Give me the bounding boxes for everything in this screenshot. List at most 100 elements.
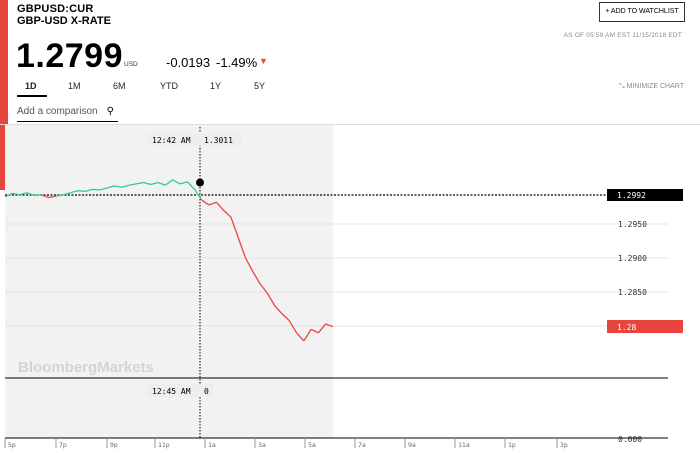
series-segment-up xyxy=(179,181,188,185)
series-segment-up xyxy=(19,192,28,196)
series-segment-down xyxy=(237,237,247,259)
search-icon: ⚲ xyxy=(106,106,114,117)
crosshair-value: 1.3011 xyxy=(204,136,233,145)
series-segment-up xyxy=(26,192,35,197)
crosshair-bottom-value: 0 xyxy=(204,387,209,396)
series-segment-up xyxy=(63,192,71,196)
crosshair-top-label-box xyxy=(147,133,242,146)
price-change: -0.0193 xyxy=(166,55,211,70)
x-tick-label: 1p xyxy=(508,441,516,449)
series-segment-down xyxy=(310,328,319,334)
accent-bar xyxy=(0,0,8,190)
series-segment-up xyxy=(99,187,108,191)
y-tick-label: 1.2950 xyxy=(618,220,647,229)
x-tick-label: 5a xyxy=(308,441,316,449)
series-segment-up xyxy=(136,181,144,185)
minimize-chart-button[interactable]: ⤡ MINIMIZE CHART xyxy=(619,83,684,91)
as-of-timestamp: AS OF 05:59 AM EST 11/15/2018 EDT xyxy=(563,32,682,39)
x-tick-label: 3a xyxy=(258,441,266,449)
series-segment-down xyxy=(303,329,312,342)
crosshair-time: 12:42 AM xyxy=(152,136,191,145)
series-segment-up xyxy=(114,185,122,188)
tab-5y[interactable]: 5Y xyxy=(254,81,266,91)
series-segment-down xyxy=(325,323,334,328)
series-segment-up xyxy=(164,179,174,186)
price-currency: USD xyxy=(124,61,138,68)
tab-6m[interactable]: 6M xyxy=(113,81,126,91)
series-segment-up xyxy=(128,183,137,186)
x-tick-label: 5p xyxy=(8,441,16,449)
series-segment-up xyxy=(12,192,20,196)
series-segment-down xyxy=(244,257,254,272)
x-tick-label: 11p xyxy=(158,441,170,449)
series-segment-up xyxy=(157,181,166,186)
price-series xyxy=(4,178,334,342)
x-tick-label: 9a xyxy=(408,441,416,449)
series-segment-up xyxy=(85,188,93,192)
chart-top-divider xyxy=(0,124,700,125)
x-tick-label: 7p xyxy=(59,441,67,449)
series-segment-down xyxy=(266,293,276,306)
series-segment-down xyxy=(296,332,305,342)
comparison-search-input[interactable]: Add a comparison ⚲ xyxy=(17,103,118,122)
series-segment-up xyxy=(92,188,100,191)
series-segment-down xyxy=(274,305,283,315)
tab-1d[interactable]: 1D xyxy=(25,81,37,91)
last-price-badge xyxy=(607,320,683,333)
minimize-chart-label: MINIMIZE CHART xyxy=(626,83,684,90)
tab-1m[interactable]: 1M xyxy=(68,81,81,91)
previous-close-label: 1.2992 xyxy=(617,191,646,200)
series-segment-up xyxy=(150,181,159,186)
comparison-placeholder: Add a comparison xyxy=(17,106,98,117)
series-segment-up xyxy=(143,181,151,186)
x-tick-label: 1a xyxy=(208,441,216,449)
bloomberg-watermark: BloombergMarkets xyxy=(18,359,154,376)
series-segment-down xyxy=(281,313,290,322)
previous-close-badge xyxy=(607,189,683,201)
collapse-icon: ⤡ xyxy=(619,83,625,90)
series-segment-down xyxy=(259,283,268,294)
series-segment-up xyxy=(34,194,42,197)
crosshair-bottom-time: 12:45 AM xyxy=(152,387,191,396)
y-tick-label: 1.2900 xyxy=(618,254,647,263)
series-segment-down xyxy=(317,323,327,334)
series-segment-down xyxy=(252,271,261,285)
series-segment-down xyxy=(288,320,298,334)
ticker-description: GBP-USD X-RATE xyxy=(17,15,111,27)
x-tick-label: 7a xyxy=(358,441,366,449)
triangle-down-icon: ▼ xyxy=(259,56,268,66)
series-segment-down xyxy=(41,194,49,199)
tab-1y[interactable]: 1Y xyxy=(210,81,222,91)
last-price-label: 1.28 xyxy=(617,323,636,332)
y-tick-label: 1.2850 xyxy=(618,288,647,297)
price-change-percent: -1.49% xyxy=(216,55,258,70)
add-to-watchlist-button[interactable]: + ADD TO WATCHLIST xyxy=(599,2,685,22)
series-segment-up xyxy=(70,190,79,194)
crosshair-marker xyxy=(196,178,204,187)
last-price: 1.2799 xyxy=(16,37,123,75)
series-segment-down xyxy=(230,216,239,238)
series-segment-down xyxy=(201,199,210,206)
series-segment-up xyxy=(172,179,181,185)
series-segment-down xyxy=(208,201,217,206)
crosshair-bottom-label-box xyxy=(147,384,213,397)
x-tick-label: 11a xyxy=(458,441,470,449)
series-segment-up xyxy=(55,194,64,197)
series-segment-up xyxy=(4,192,13,198)
tab-ytd[interactable]: YTD xyxy=(160,81,178,91)
x-axis-ticks: 5p 7p 9p 11p 1a 3a 5a 7a 9a 11a 1p 3p xyxy=(4,438,568,449)
ticker-symbol: GBPUSD:CUR xyxy=(17,3,94,15)
x-tick-label: 3p xyxy=(560,441,568,449)
x-tick-label: 9p xyxy=(110,441,118,449)
series-segment-up xyxy=(106,185,115,189)
series-segment-down xyxy=(215,201,225,211)
series-segment-up xyxy=(186,181,195,190)
series-segment-up xyxy=(77,190,86,193)
series-segment-up xyxy=(121,184,130,188)
series-segment-down xyxy=(48,195,57,199)
series-segment-up xyxy=(193,188,203,201)
series-segment-down xyxy=(223,209,232,218)
active-tab-indicator xyxy=(17,95,47,97)
y-zero-label: 0.000 xyxy=(618,435,642,444)
